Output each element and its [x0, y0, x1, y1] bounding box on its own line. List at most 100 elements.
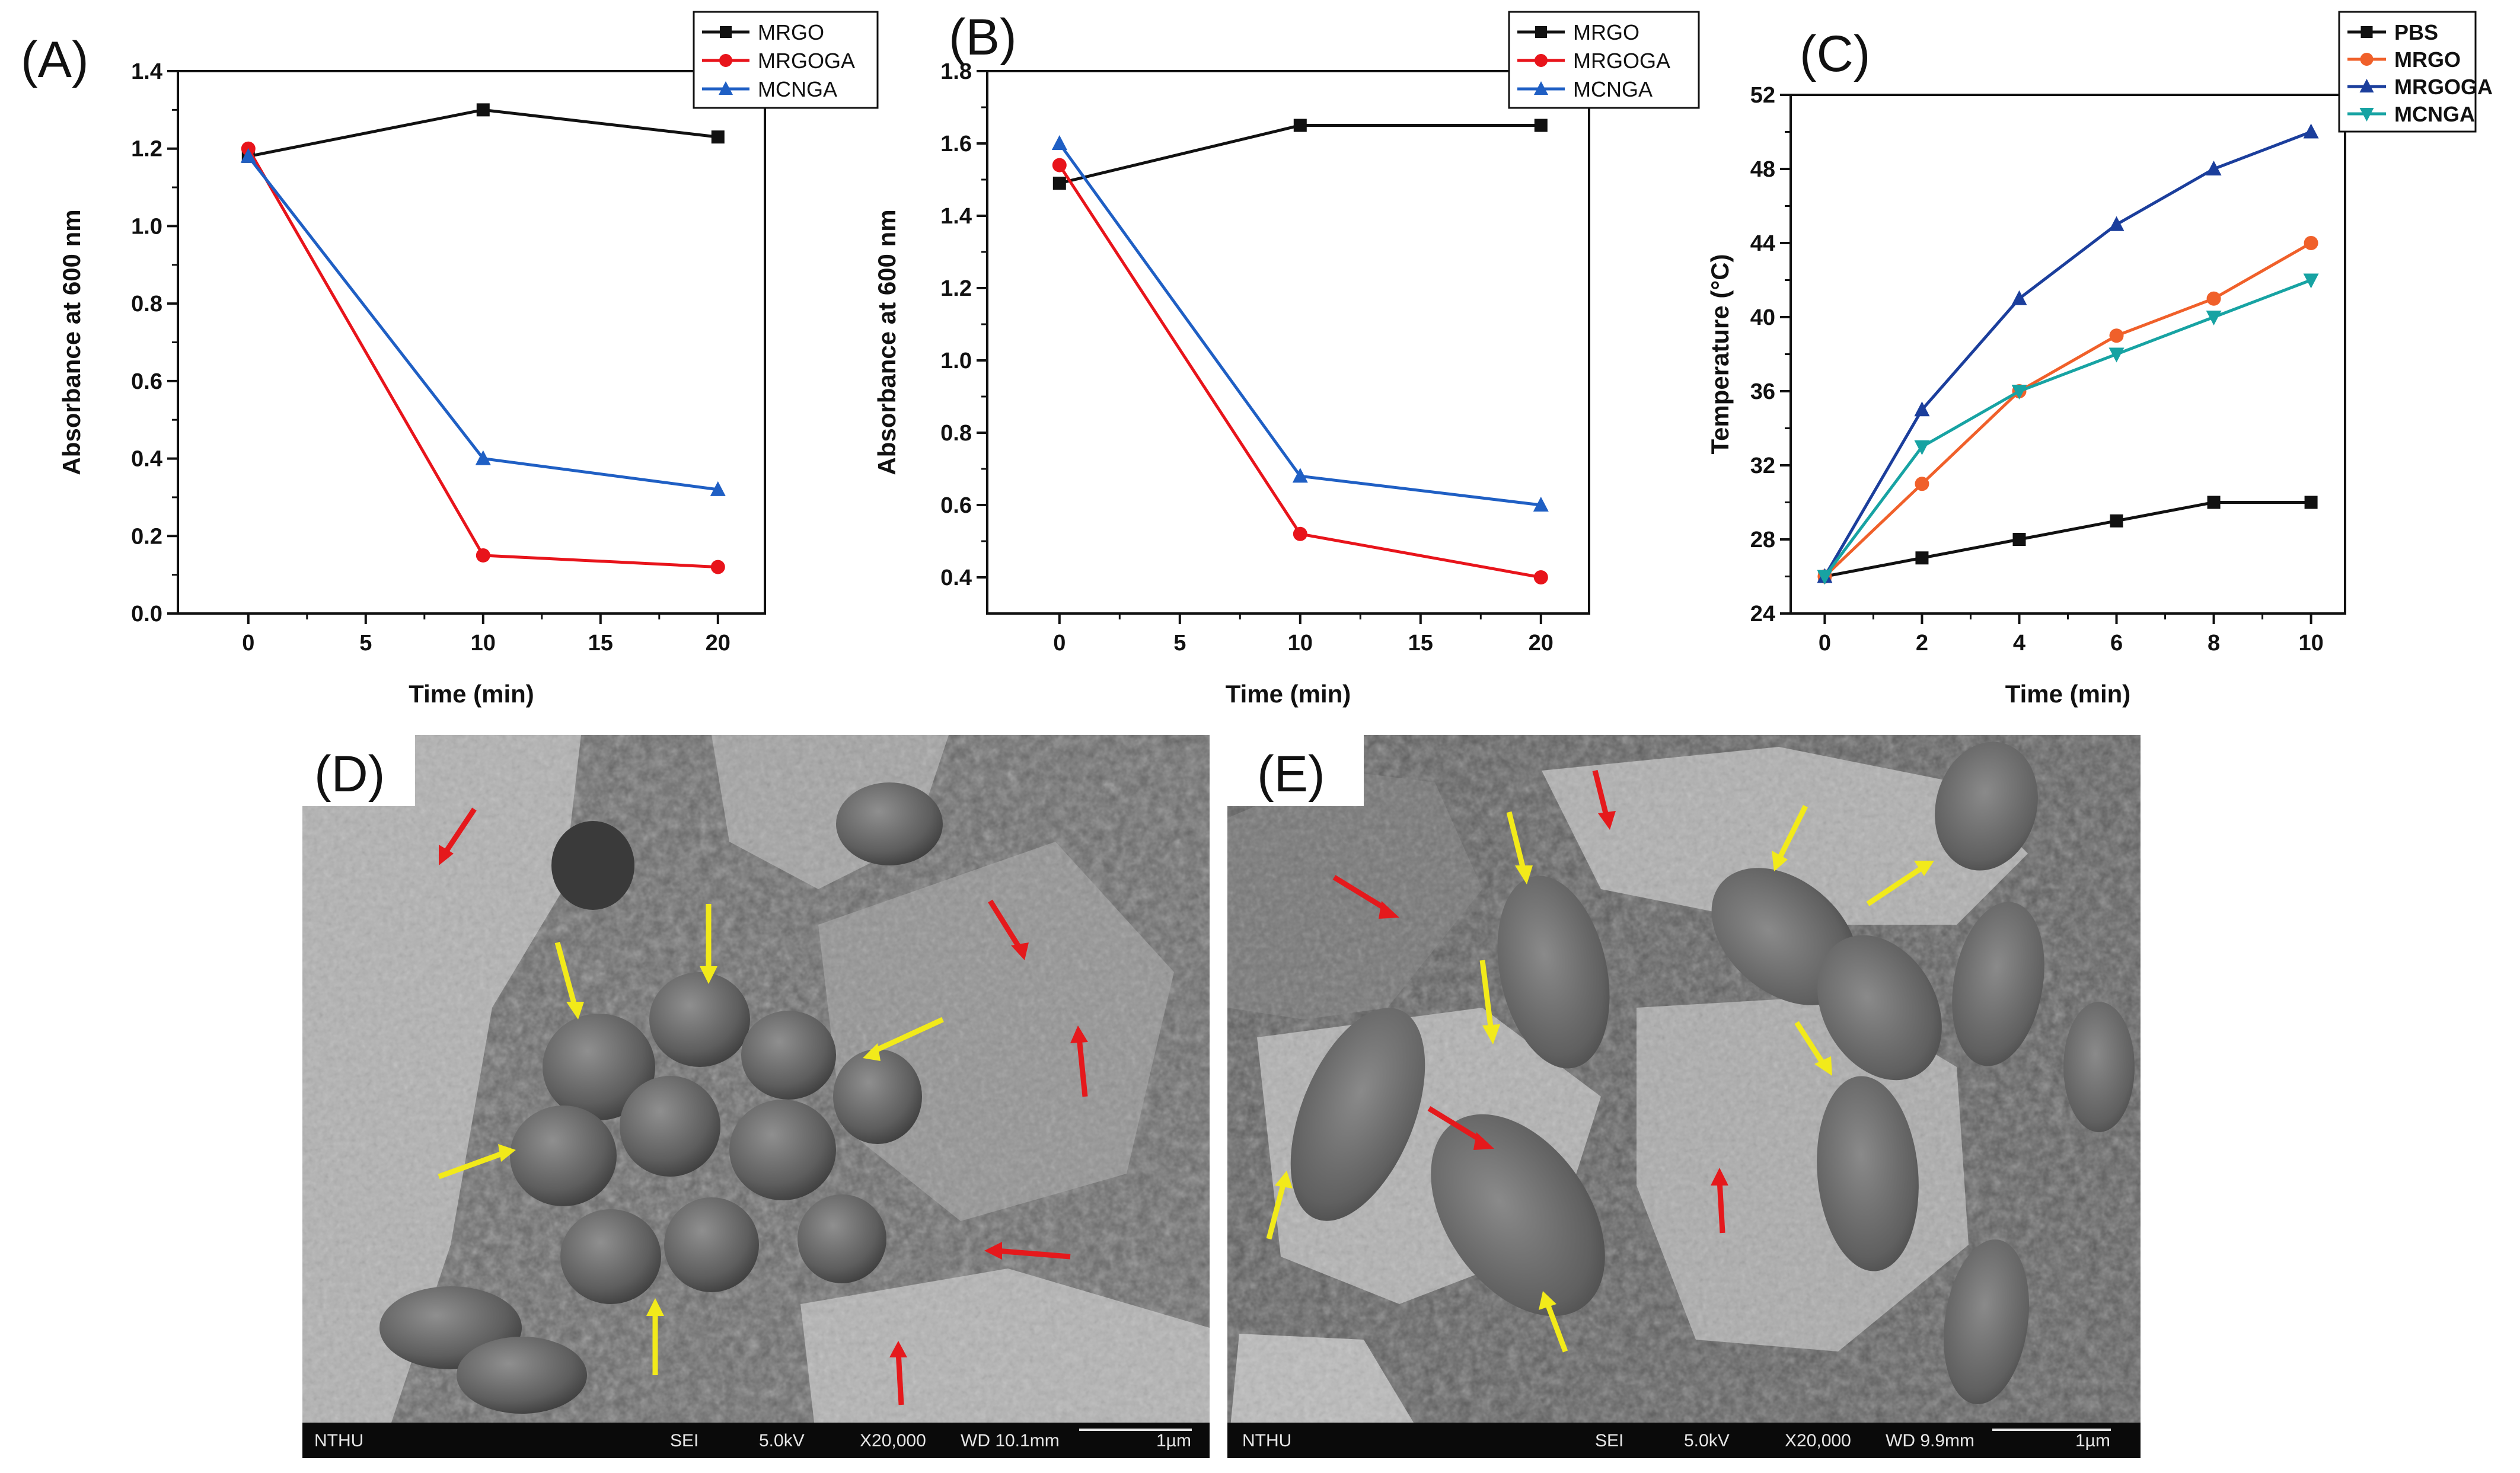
series-line-MRGOGA	[1823, 130, 2312, 577]
y-tick-label: 1.0	[940, 349, 972, 373]
data-point-MRGOGA	[1533, 570, 1548, 584]
bacterium	[1935, 742, 2038, 871]
yellow-arrow	[1866, 866, 1923, 906]
y-tick-label: 0.8	[940, 421, 972, 446]
legend-swatch-marker	[2359, 79, 2374, 92]
data-point-MRGO	[2304, 236, 2318, 250]
series-MRGO	[1052, 119, 1548, 190]
y-tick-label: 48	[1750, 157, 1775, 182]
y-tick-label: 36	[1750, 379, 1775, 404]
series-line-MRGO	[1823, 241, 2312, 578]
sem-d-mode: SEI	[670, 1431, 698, 1450]
data-point-MRGO	[1293, 119, 1307, 132]
legend-swatch-marker	[719, 81, 733, 95]
data-point-MRGO	[476, 103, 490, 117]
legend-label: MCNGA	[2394, 102, 2475, 126]
y-tick-label: 32	[1750, 453, 1775, 478]
x-tick-label: 10	[1288, 631, 1313, 656]
bacterium	[1952, 902, 2044, 1066]
panel-label-box-d	[302, 735, 415, 806]
sem-d-lab: NTHU	[314, 1431, 363, 1450]
legend-swatch-marker	[2359, 108, 2374, 122]
yellow-arrow-head	[1914, 861, 1934, 876]
data-point-MRGO	[711, 130, 725, 144]
plot-frame	[986, 70, 1590, 615]
legend-label: MCNGA	[758, 77, 837, 101]
y-tick-label: 1.2	[940, 276, 972, 301]
bacterium	[1943, 1239, 2030, 1404]
legend: MRGO MRGOGA MCNGA	[1508, 11, 1700, 109]
series-MCNGA	[1051, 135, 1549, 512]
series-PBS	[1818, 496, 2318, 583]
data-point-PBS	[2012, 533, 2026, 546]
y-tick-label: 0.6	[131, 369, 162, 394]
data-point-MCNGA	[475, 450, 491, 465]
sem-e-arrows	[1266, 769, 1934, 1353]
red-arrow	[442, 807, 477, 855]
yellow-arrow	[1266, 1181, 1287, 1240]
series-MRGO	[241, 103, 725, 163]
plot-frame	[1789, 94, 2346, 615]
x-tick-label: 6	[2110, 631, 2123, 656]
data-point-MCNGA	[2206, 311, 2222, 325]
yellow-arrow-head	[1539, 1291, 1556, 1310]
bacterium	[798, 1194, 886, 1283]
yellow-arrow-head	[1482, 1024, 1500, 1044]
y-tick-label: 1.2	[131, 137, 162, 162]
bacterium	[1290, 1008, 1425, 1221]
legend-swatch-marker	[720, 26, 732, 38]
data-point-MRGOGA	[1914, 401, 1930, 417]
red-arrow-head	[1473, 1132, 1494, 1150]
data-point-MRGOGA	[476, 548, 490, 563]
bacterium	[1817, 1076, 1919, 1271]
panel-label: (C)	[1800, 25, 1870, 82]
legend-label: MRGOGA	[2394, 75, 2493, 99]
sem-e-wd: WD 9.9mm	[1886, 1431, 1974, 1450]
yellow-arrow	[1506, 811, 1527, 873]
series-line-PBS	[1824, 501, 2311, 578]
bacterium	[729, 1100, 836, 1200]
y-axis-title: Absorbance at 600 nm	[873, 209, 901, 475]
data-point-MRGO	[2109, 328, 2124, 343]
y-tick-label: 44	[1750, 231, 1775, 256]
bacterium	[1497, 876, 1610, 1069]
bacterium	[833, 1049, 922, 1144]
data-point-MRGOGA	[2011, 290, 2027, 305]
y-tick-label: 1.0	[131, 214, 162, 239]
x-tick-label: 15	[588, 631, 613, 656]
y-tick-label: 0.8	[131, 292, 162, 317]
red-arrow-head	[1070, 1025, 1088, 1043]
data-point-MCNGA	[710, 481, 726, 496]
data-point-PBS	[1915, 551, 1929, 565]
panel-label: (B)	[949, 9, 1017, 66]
bacterium	[457, 1337, 587, 1414]
red-arrow-head	[984, 1242, 1002, 1260]
y-tick-label: 40	[1750, 305, 1775, 330]
y-tick-label: 1.6	[940, 132, 972, 156]
y-tick-label: 0.4	[131, 447, 162, 472]
x-tick-label: 20	[1529, 631, 1554, 656]
red-arrow	[1592, 769, 1610, 819]
panel-label: (A)	[21, 31, 89, 88]
yellow-arrow	[1776, 804, 1808, 861]
x-tick-label: 10	[471, 631, 496, 656]
y-tick-label: 24	[1750, 602, 1775, 627]
sem-e-voltage: 5.0kV	[1684, 1431, 1730, 1450]
data-point-MRGOGA	[2108, 216, 2125, 231]
bacterium	[510, 1105, 617, 1206]
red-arrow-head	[1379, 901, 1399, 919]
chart-0: (A) 0 5 10 15 20 0.0 0.2 0.4 0.6 0.8 1.0 1.2 1.4 Time …	[21, 11, 879, 708]
data-point-PBS	[2207, 496, 2221, 509]
series-line-MRGOGA	[247, 148, 718, 569]
x-tick-label: 15	[1408, 631, 1433, 656]
red-arrow-head	[1711, 1168, 1728, 1186]
x-axis-title: Time (min)	[2005, 680, 2131, 708]
data-point-MRGOGA	[2303, 123, 2319, 139]
x-tick-label: 0	[1053, 631, 1066, 656]
y-tick-label: 0.6	[940, 493, 972, 518]
data-point-MCNGA	[2108, 347, 2125, 363]
y-tick-label: 28	[1750, 528, 1775, 552]
data-point-MCNGA	[1533, 497, 1549, 512]
red-arrow	[895, 1351, 904, 1405]
